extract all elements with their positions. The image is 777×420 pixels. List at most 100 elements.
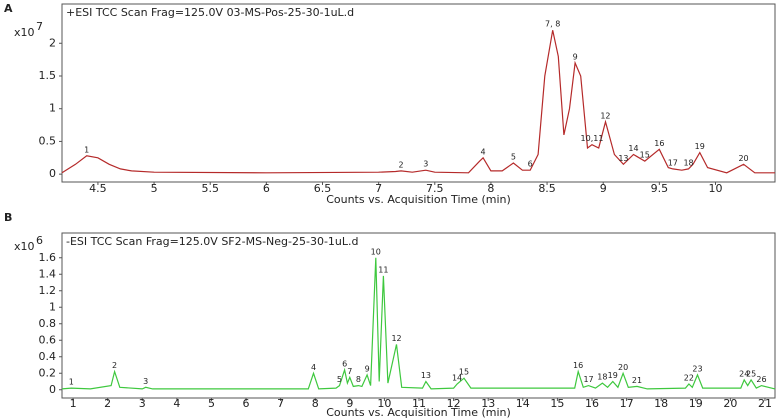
chart-title: +ESI TCC Scan Frag=125.0V 03-MS-Pos-25-3… — [66, 6, 354, 19]
y-tick-label: 1 — [49, 300, 56, 313]
peak-label: 1 — [69, 378, 74, 387]
peak-label: 10 — [371, 247, 381, 256]
panel-label: A — [4, 2, 13, 15]
x-tick-label: 13 — [481, 397, 495, 410]
x-tick-label: 5.5 — [201, 182, 219, 195]
y-scale-exponent: 6 — [36, 234, 43, 247]
y-scale-exponent: 7 — [36, 20, 43, 33]
y-tick-label: 0.2 — [39, 366, 57, 379]
x-tick-label: 8.5 — [538, 182, 556, 195]
peak-label: 17 — [583, 375, 593, 384]
peak-label: 26 — [756, 375, 766, 384]
x-axis-label: Counts vs. Acquisition Time (min) — [326, 406, 511, 419]
peak-label: 3 — [143, 377, 148, 386]
x-tick-label: 1 — [70, 397, 77, 410]
peak-label: 16 — [573, 361, 583, 370]
x-tick-label: 5 — [151, 182, 158, 195]
trace-line — [61, 30, 775, 174]
peak-label: 18 — [597, 373, 607, 382]
peak-label: 4 — [311, 363, 316, 372]
x-tick-label: 6.5 — [314, 182, 332, 195]
peak-label: 12 — [391, 334, 401, 343]
peak-label: 14 — [452, 373, 462, 382]
x-tick-label: 10 — [377, 397, 391, 410]
x-tick-label: 7 — [375, 182, 382, 195]
peak-label: 9 — [365, 364, 370, 373]
peak-label: 1 — [84, 145, 89, 154]
peak-label: 16 — [654, 139, 664, 148]
peak-label: 23 — [692, 364, 702, 373]
x-tick-label: 10 — [708, 182, 722, 195]
peak-label: 18 — [683, 158, 693, 167]
x-tick-label: 9 — [600, 182, 607, 195]
peak-label: 10,11 — [581, 134, 604, 143]
y-tick-label: 0.5 — [39, 134, 57, 147]
plot-frame — [61, 232, 776, 399]
peak-label: 17 — [668, 158, 678, 167]
peak-label: 8 — [356, 375, 361, 384]
y-tick-label: 0 — [49, 167, 56, 180]
peak-label: 12 — [600, 111, 610, 120]
peak-label: 5 — [337, 375, 342, 384]
peak-label: 25 — [746, 369, 756, 378]
x-tick-label: 11 — [412, 397, 426, 410]
y-tick-label: 1.2 — [39, 284, 57, 297]
x-tick-label: 6 — [263, 182, 270, 195]
x-tick-label: 7 — [277, 397, 284, 410]
plot-frame — [61, 3, 776, 183]
x-tick-label: 21 — [758, 397, 772, 410]
peak-label: 9 — [573, 52, 578, 61]
x-tick-label: 8 — [312, 397, 319, 410]
y-tick-label: 1.4 — [39, 267, 57, 280]
x-tick-label: 4.5 — [89, 182, 107, 195]
peak-label: 3 — [423, 160, 428, 169]
peak-label: 6 — [342, 359, 347, 368]
y-tick-label: 0 — [49, 383, 56, 396]
peak-label: 19 — [695, 142, 705, 151]
peak-label: 6 — [528, 160, 533, 169]
y-tick-label: 0.8 — [39, 317, 57, 330]
x-tick-label: 7.5 — [426, 182, 444, 195]
peak-label: 5 — [511, 153, 516, 162]
peak-label: 20 — [738, 154, 748, 163]
peak-label: 19 — [608, 371, 618, 380]
x-tick-label: 12 — [447, 397, 461, 410]
x-tick-label: 17 — [620, 397, 634, 410]
x-tick-label: 14 — [516, 397, 530, 410]
peak-label: 15 — [459, 368, 469, 377]
peak-label: 2 — [399, 160, 404, 169]
chart-title: -ESI TCC Scan Frag=125.0V SF2-MS-Neg-25-… — [66, 235, 359, 248]
peak-label: 20 — [618, 363, 628, 372]
peak-label: 2 — [112, 361, 117, 370]
x-tick-label: 15 — [550, 397, 564, 410]
x-tick-label: 18 — [654, 397, 668, 410]
x-tick-label: 20 — [723, 397, 737, 410]
peak-label: 14 — [628, 144, 638, 153]
x-tick-label: 9.5 — [651, 182, 669, 195]
x-tick-label: 4 — [173, 397, 180, 410]
peak-label: 15 — [640, 151, 650, 160]
panel-label: B — [4, 211, 12, 224]
y-tick-label: 1.5 — [39, 69, 57, 82]
x-tick-label: 8 — [487, 182, 494, 195]
x-tick-label: 2 — [104, 397, 111, 410]
y-tick-label: 2 — [49, 36, 56, 49]
peak-label: 7 — [347, 367, 352, 376]
peak-label: 4 — [481, 147, 486, 156]
peak-label: 22 — [684, 373, 694, 382]
x-tick-label: 9 — [346, 397, 353, 410]
peak-label: 21 — [632, 376, 642, 385]
peak-label: 11 — [378, 265, 388, 274]
x-tick-label: 19 — [689, 397, 703, 410]
peak-label: 24 — [739, 369, 749, 378]
y-tick-label: 0.4 — [39, 350, 57, 363]
x-tick-label: 3 — [139, 397, 146, 410]
y-tick-label: 1.6 — [39, 251, 57, 264]
trace-line — [61, 257, 776, 390]
x-tick-label: 5 — [208, 397, 215, 410]
y-tick-label: 1 — [49, 102, 56, 115]
x-tick-label: 6 — [243, 397, 250, 410]
x-axis-label: Counts vs. Acquisition Time (min) — [326, 193, 511, 206]
x-tick-label: 16 — [585, 397, 599, 410]
